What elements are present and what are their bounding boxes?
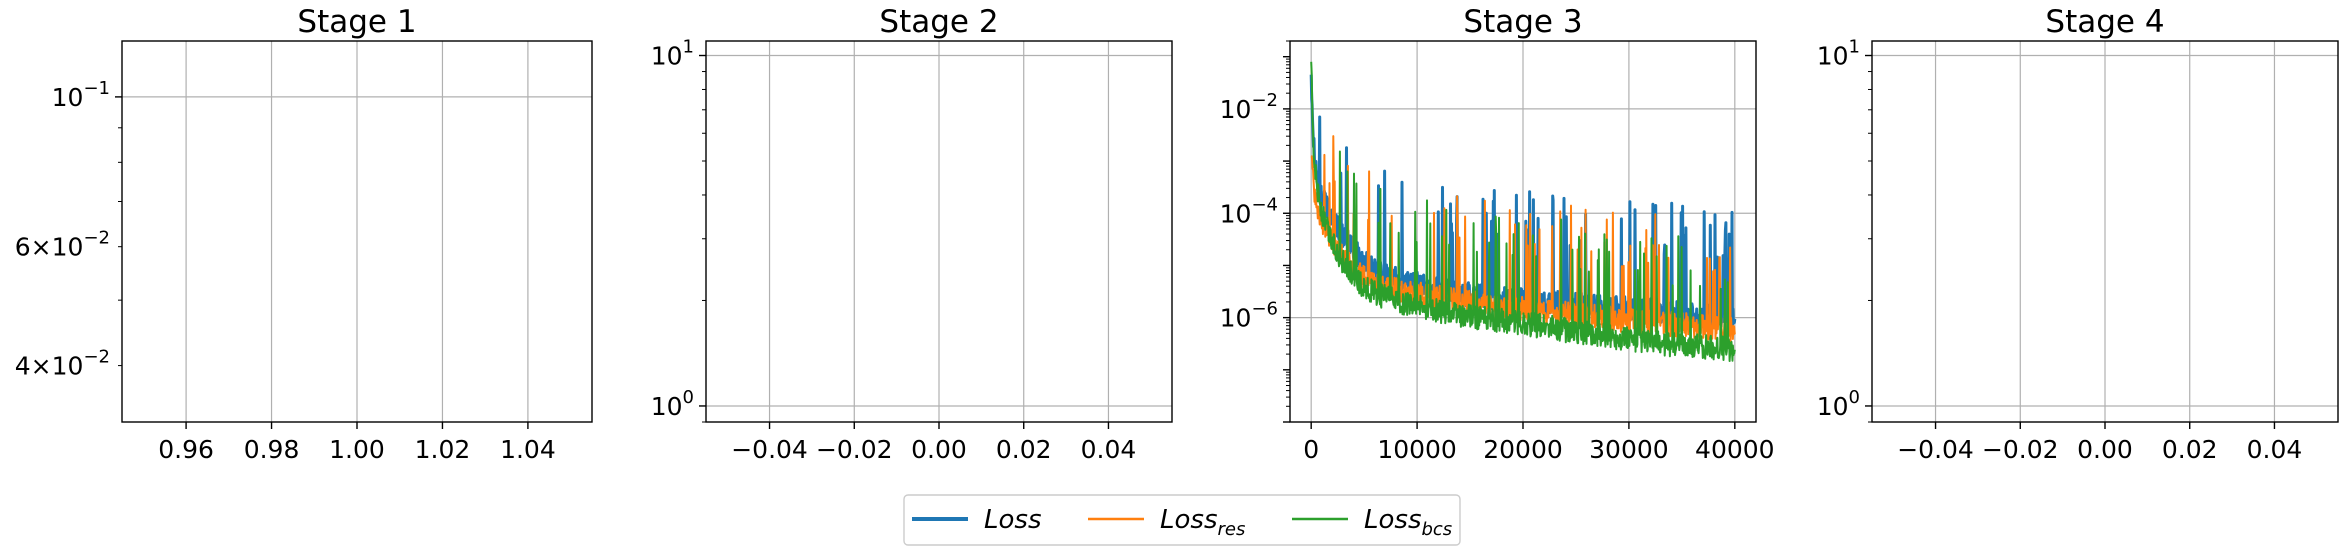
panel-title: Stage 4 — [2045, 4, 2164, 40]
x-tick-label: 0.00 — [2077, 435, 2133, 464]
panel-stage-3: Stage 3 0 10000 20000 30000 40000 10−2 10−4 10−6 — [1220, 4, 1775, 464]
x-tick-label: 0.00 — [911, 435, 967, 464]
x-tick-label: 20000 — [1483, 435, 1563, 464]
x-tick-label: 0.96 — [158, 435, 214, 464]
series-line-loss-bcs — [1310, 61, 1736, 362]
x-tick-label: 1.00 — [329, 435, 385, 464]
y-tick-label: 100 — [1817, 387, 1860, 421]
axes-frame — [1289, 40, 1757, 423]
legend-entry: Loss — [912, 505, 1041, 535]
y-tick-label: 4×10−2 — [15, 347, 110, 381]
x-tick-label: 0.02 — [2162, 435, 2218, 464]
y-tick-label: 10−6 — [1220, 299, 1278, 333]
legend-frame — [903, 494, 1461, 546]
legend-label: Loss — [984, 505, 1041, 535]
y-tick-label: 10−1 — [52, 78, 110, 112]
x-tick-label: 1.02 — [415, 435, 471, 464]
panel-title: Stage 2 — [879, 4, 998, 40]
axes-frame — [121, 40, 593, 423]
x-tick-label: 0 — [1303, 435, 1319, 464]
y-tick-label: 10−2 — [1220, 90, 1278, 124]
y-tick-label: 100 — [651, 387, 694, 421]
panels: Stage 1 0.96 0.98 1.00 1.02 1.04 10−1 6×10−2 4×1… — [15, 4, 2339, 464]
x-tick-label: −0.04 — [1897, 435, 1974, 464]
x-tick-label: 0.04 — [1081, 435, 1137, 464]
panel-title: Stage 3 — [1463, 4, 1582, 40]
panel-stage-4: Stage 4 −0.04 −0.02 0.00 0.02 0.04 101 100 — [1817, 4, 2339, 464]
legend-entry: Lossbcs — [1292, 505, 1452, 540]
plot-area — [1309, 61, 1737, 362]
axes-frame — [705, 40, 1173, 423]
axes-frame — [1871, 40, 2339, 423]
x-tick-label: 0.98 — [244, 435, 300, 464]
panel-title: Stage 1 — [297, 4, 416, 40]
x-tick-label: −0.02 — [1982, 435, 2059, 464]
y-tick-label: 6×10−2 — [15, 228, 110, 262]
legend-label: Lossbcs — [1364, 505, 1452, 540]
legend-label: Lossres — [1160, 505, 1245, 540]
x-tick-label: −0.04 — [731, 435, 808, 464]
x-tick-label: 1.04 — [500, 435, 556, 464]
legend-entry: Lossres — [1088, 505, 1245, 540]
y-tick-label: 10−4 — [1220, 194, 1278, 228]
x-tick-label: 40000 — [1695, 435, 1775, 464]
x-tick-label: 0.02 — [996, 435, 1052, 464]
y-tick-label: 101 — [1817, 37, 1860, 71]
series-line-loss-res — [1310, 135, 1736, 343]
x-tick-label: 10000 — [1377, 435, 1457, 464]
legend: Loss Lossres Lossbcs — [903, 494, 1461, 546]
x-tick-label: 30000 — [1589, 435, 1669, 464]
x-tick-label: −0.02 — [816, 435, 893, 464]
panel-stage-1: Stage 1 0.96 0.98 1.00 1.02 1.04 10−1 6×10−2 4×1… — [15, 4, 593, 464]
x-tick-label: 0.04 — [2247, 435, 2303, 464]
panel-stage-2: Stage 2 −0.04 −0.02 0.00 0.02 0.04 101 100 — [651, 4, 1173, 464]
y-tick-label: 101 — [651, 37, 694, 71]
